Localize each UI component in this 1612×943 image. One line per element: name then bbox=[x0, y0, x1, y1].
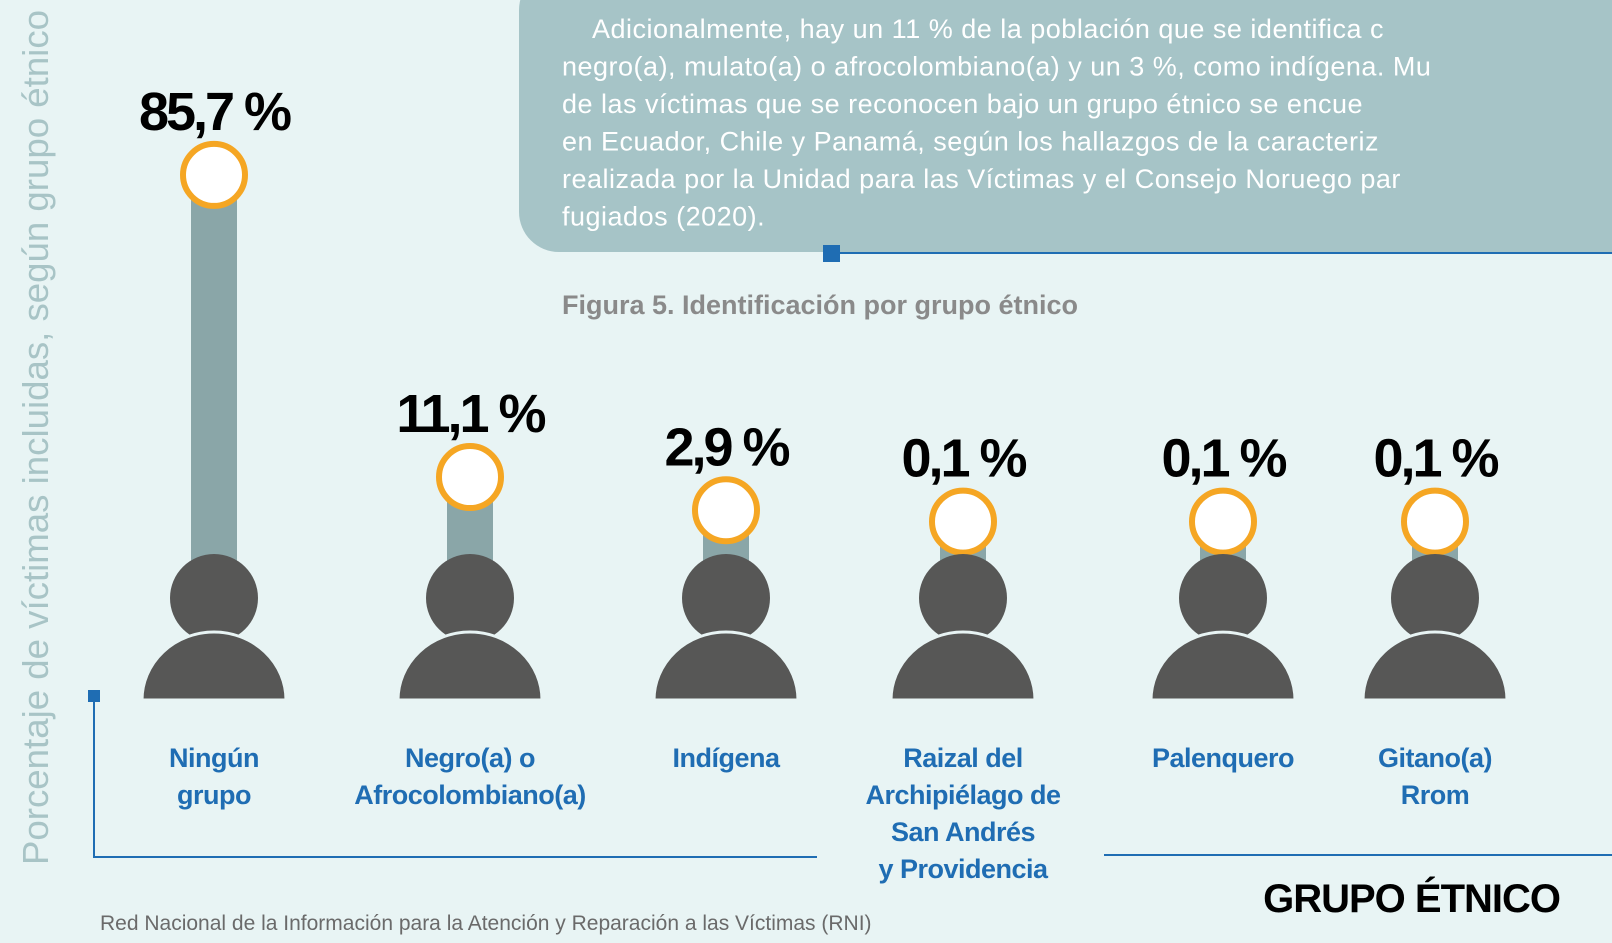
category-label: Rrom bbox=[1401, 780, 1470, 810]
person-head bbox=[426, 554, 514, 642]
category-label: Raizal del bbox=[903, 743, 1023, 773]
intro-line: fugiados (2020). bbox=[562, 202, 765, 232]
bar-cap bbox=[180, 140, 248, 209]
category-label: y Providencia bbox=[878, 854, 1049, 884]
intro-line: negro(a), mulato(a) o afrocolombiano(a) … bbox=[562, 52, 1431, 82]
person-body bbox=[652, 630, 800, 702]
person-head bbox=[1391, 554, 1479, 642]
bracket-marker bbox=[88, 690, 100, 702]
value-label: 0,1 % bbox=[1161, 429, 1286, 489]
person-head bbox=[682, 554, 770, 642]
person-head bbox=[1179, 554, 1267, 642]
value-label: 0,1 % bbox=[901, 429, 1026, 489]
value-label: 2,9 % bbox=[664, 417, 789, 477]
category-label: Gitano(a) bbox=[1378, 743, 1492, 773]
source: Red Nacional de la Información para la A… bbox=[100, 912, 872, 935]
person-body bbox=[889, 630, 1037, 702]
intro-line: Adicionalmente, hay un 11 % de la poblac… bbox=[592, 14, 1384, 44]
x-axis-label: GRUPO ÉTNICO bbox=[1263, 876, 1560, 921]
intro-line: realizada por la Unidad para las Víctima… bbox=[562, 164, 1401, 194]
intro-box bbox=[519, 0, 1612, 252]
bar-cap bbox=[1401, 487, 1469, 556]
category-label: grupo bbox=[177, 780, 251, 810]
person-body bbox=[1149, 630, 1297, 702]
intro-line: de las víctimas que se reconocen bajo un… bbox=[562, 89, 1363, 119]
category-label: Indígena bbox=[672, 743, 780, 773]
category-label: Afrocolombiano(a) bbox=[354, 780, 586, 810]
bar bbox=[191, 174, 237, 601]
intro-line: en Ecuador, Chile y Panamá, según los ha… bbox=[562, 127, 1379, 157]
divider-marker bbox=[823, 245, 840, 262]
bracket bbox=[93, 695, 817, 858]
category-label: Ningún bbox=[169, 743, 259, 773]
category-label: Palenquero bbox=[1152, 743, 1294, 773]
value-label: 85,7 % bbox=[139, 82, 291, 142]
bar-cap bbox=[436, 443, 504, 512]
person-body bbox=[396, 630, 544, 702]
person-head bbox=[170, 554, 258, 642]
value-label: 0,1 % bbox=[1373, 429, 1498, 489]
category-label: Archipiélago de bbox=[865, 780, 1061, 810]
person-body bbox=[1361, 630, 1509, 702]
value-label: 11,1 % bbox=[396, 384, 545, 444]
bar-cap bbox=[1189, 487, 1257, 556]
category-label: San Andrés bbox=[891, 817, 1035, 847]
person-head bbox=[919, 554, 1007, 642]
person-body bbox=[140, 630, 288, 702]
bar-cap bbox=[929, 487, 997, 556]
category-label: Negro(a) o bbox=[405, 743, 535, 773]
figure-title: Figura 5. Identificación por grupo étnic… bbox=[562, 290, 1078, 320]
y-axis-label: Porcentaje de víctimas incluidas, según … bbox=[15, 10, 56, 865]
bar-cap bbox=[692, 476, 760, 545]
